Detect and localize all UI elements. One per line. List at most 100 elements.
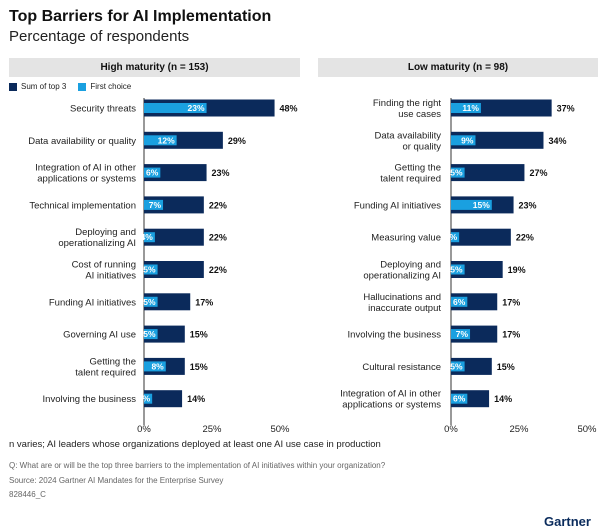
high-x-tick-label: 25%	[202, 424, 222, 435]
high-bar-first-choice	[144, 167, 161, 178]
high-category-label: Data availability or quality	[28, 136, 136, 147]
legend-swatch-sum-top3	[9, 82, 17, 91]
high-label-first-choice: 12%	[158, 135, 175, 145]
low-bar-first-choice	[451, 393, 468, 404]
low-x-tick-label: 50%	[577, 424, 597, 435]
low-label-first-choice: 15%	[473, 200, 490, 210]
low-bar-sum-top3	[451, 164, 525, 182]
high-label-first-choice: 7%	[149, 200, 162, 210]
high-label-first-choice: 8%	[151, 361, 164, 371]
high-label-first-choice: 23%	[188, 103, 205, 113]
high-bar-first-choice	[144, 199, 164, 210]
high-label-sum-top3: 22%	[209, 265, 227, 275]
low-label-sum-top3: 23%	[519, 200, 537, 210]
high-label-first-choice: 4%	[141, 232, 154, 242]
low-label-first-choice: 5%	[450, 265, 463, 275]
low-category-label: Integration of AI in other applications o…	[340, 389, 441, 411]
high-label-sum-top3: 15%	[190, 362, 208, 372]
high-label-sum-top3: 17%	[195, 297, 213, 307]
high-x-tick-label: 50%	[270, 424, 290, 435]
legend-label-first-choice: First choice	[90, 82, 132, 91]
high-category-label: Getting the talent required	[75, 356, 136, 378]
low-category-label: Finding the right use cases	[373, 98, 441, 120]
gartner-logo: Gartner	[544, 514, 591, 529]
high-bar-sum-top3	[144, 228, 204, 246]
figure-code: 828446_C	[9, 490, 46, 499]
panel-title-high-maturity: High maturity (n = 153)	[9, 58, 300, 77]
high-label-first-choice: 5%	[143, 329, 156, 339]
low-bar-first-choice	[451, 199, 492, 210]
low-label-sum-top3: 14%	[494, 394, 512, 404]
legend-swatch-first-choice	[78, 82, 87, 91]
legend: Sum of top 3 First choice	[9, 82, 143, 91]
chart-subtitle: Percentage of respondents	[9, 28, 190, 45]
low-label-sum-top3: 22%	[516, 233, 534, 243]
low-bar-first-choice	[451, 329, 471, 340]
high-label-sum-top3: 14%	[187, 394, 205, 404]
high-bar-first-choice	[144, 296, 158, 307]
high-category-label: Involving the business	[43, 394, 137, 405]
low-bar-sum-top3	[451, 228, 511, 246]
low-category-label: Involving the business	[348, 330, 442, 341]
source-line: Source: 2024 Gartner AI Mandates for the…	[9, 476, 224, 485]
low-label-sum-top3: 19%	[508, 265, 526, 275]
low-category-label: Getting the talent required	[380, 163, 441, 185]
low-bar-first-choice	[451, 103, 481, 113]
high-label-first-choice: 5%	[143, 265, 156, 275]
survey-question: Q: What are or will be the top three bar…	[9, 461, 386, 470]
high-label-sum-top3: 15%	[190, 330, 208, 340]
low-label-sum-top3: 37%	[557, 104, 575, 114]
high-category-label: Deploying and operationalizing AI	[58, 227, 136, 249]
high-label-sum-top3: 23%	[212, 168, 230, 178]
high-bar-first-choice	[144, 361, 166, 372]
high-category-label: Security threats	[70, 104, 136, 115]
low-x-tick-label: 25%	[509, 424, 529, 435]
low-category-label: Measuring value	[371, 233, 441, 244]
low-bar-first-choice	[451, 232, 460, 243]
low-label-first-choice: 7%	[456, 329, 469, 339]
low-category-label: Cultural resistance	[362, 362, 441, 373]
high-category-label: Funding AI initiatives	[49, 297, 136, 308]
low-bar-first-choice	[451, 361, 465, 372]
low-bar-first-choice	[451, 264, 465, 275]
high-bar-first-choice	[144, 103, 207, 113]
low-label-sum-top3: 17%	[502, 297, 520, 307]
footnote: n varies; AI leaders whose organizations…	[9, 439, 381, 450]
low-label-first-choice: 3%	[445, 232, 458, 242]
low-label-first-choice: 5%	[450, 361, 463, 371]
high-bar-first-choice	[144, 393, 153, 404]
low-label-first-choice: 11%	[462, 103, 479, 113]
high-bar-sum-top3	[144, 390, 183, 408]
legend-item-sum-top3: Sum of top 3	[9, 82, 66, 91]
low-category-label: Funding AI initiatives	[354, 200, 441, 211]
low-bar-first-choice	[451, 135, 476, 146]
high-category-label: Cost of running AI initiatives	[72, 260, 137, 282]
low-x-tick-label: 0%	[444, 424, 458, 435]
low-bar-first-choice	[451, 296, 468, 307]
low-label-first-choice: 6%	[453, 297, 466, 307]
high-category-label: Technical implementation	[29, 200, 136, 211]
low-label-sum-top3: 34%	[548, 136, 566, 146]
low-category-label: Data availability or quality	[374, 130, 441, 152]
high-label-sum-top3: 22%	[209, 200, 227, 210]
high-label-first-choice: 3%	[138, 394, 151, 404]
high-label-sum-top3: 48%	[280, 104, 298, 114]
high-bar-first-choice	[144, 135, 177, 146]
chart-title: Top Barriers for AI Implementation	[9, 8, 272, 25]
low-category-label: Hallucinations and inaccurate output	[363, 292, 441, 314]
high-bar-sum-top3	[144, 261, 204, 278]
low-bar-first-choice	[451, 167, 465, 178]
low-label-first-choice: 6%	[453, 394, 466, 404]
low-label-sum-top3: 15%	[497, 362, 515, 372]
low-category-label: Deploying and operationalizing AI	[363, 260, 441, 282]
low-label-first-choice: 9%	[461, 135, 474, 145]
high-category-label: Integration of AI in other applications o…	[35, 163, 136, 185]
high-bar-first-choice	[144, 232, 155, 243]
high-bar-first-choice	[144, 329, 158, 340]
panel-title-low-maturity: Low maturity (n = 98)	[318, 58, 598, 77]
low-label-sum-top3: 27%	[529, 168, 547, 178]
low-label-first-choice: 5%	[450, 168, 463, 178]
high-label-sum-top3: 22%	[209, 233, 227, 243]
high-x-tick-label: 0%	[137, 424, 151, 435]
high-label-first-choice: 6%	[146, 168, 159, 178]
